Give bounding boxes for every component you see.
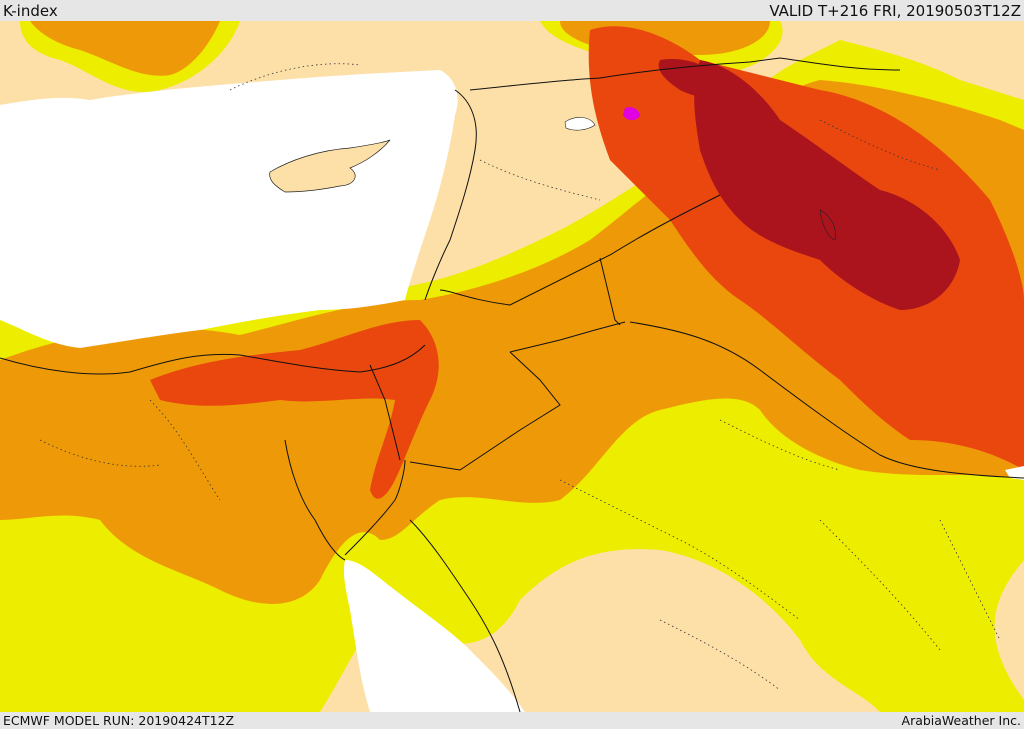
contour-orange-north	[30, 21, 220, 76]
levant-coast	[424, 89, 477, 301]
footer-bar: ECMWF MODEL RUN: 20190424T12Z ArabiaWeat…	[0, 712, 1024, 729]
contour-darkred-north	[658, 59, 730, 98]
border-lines	[0, 57, 1024, 712]
saudi-red-sea-coast	[409, 519, 521, 712]
iraq-saudi-border	[629, 321, 1024, 479]
cyprus-island	[269, 139, 391, 193]
sinai-coast	[344, 459, 406, 556]
jordan-saudi-border	[509, 321, 626, 353]
mediterranean-sea	[0, 70, 458, 348]
lake-van	[564, 117, 596, 131]
egypt-israel-border	[369, 364, 401, 461]
contour-darkred-iraq	[694, 60, 960, 310]
syria-iraq-border	[439, 194, 721, 306]
k-index-map	[0, 21, 1024, 712]
model-run-label: ECMWF MODEL RUN: 20190424T12Z	[3, 713, 235, 728]
jordan-south-border	[409, 351, 561, 471]
valid-time-label: VALID T+216 FRI, 20190503T12Z	[769, 1, 1021, 20]
map-title: K-index	[3, 1, 58, 20]
persian-gulf-tip	[1005, 466, 1024, 480]
province-lines	[39, 63, 1001, 691]
header-bar: K-index VALID T+216 FRI, 20190503T12Z	[0, 0, 1024, 21]
contour-magenta-peak	[623, 107, 640, 121]
nile-line	[284, 439, 346, 561]
north-africa-coast	[0, 344, 426, 375]
lake-tharthar	[819, 209, 836, 241]
red-sea	[343, 560, 525, 712]
turkey-border	[469, 57, 901, 91]
credit-label: ArabiaWeather Inc.	[901, 713, 1021, 728]
contour-red-sinai	[150, 320, 439, 499]
